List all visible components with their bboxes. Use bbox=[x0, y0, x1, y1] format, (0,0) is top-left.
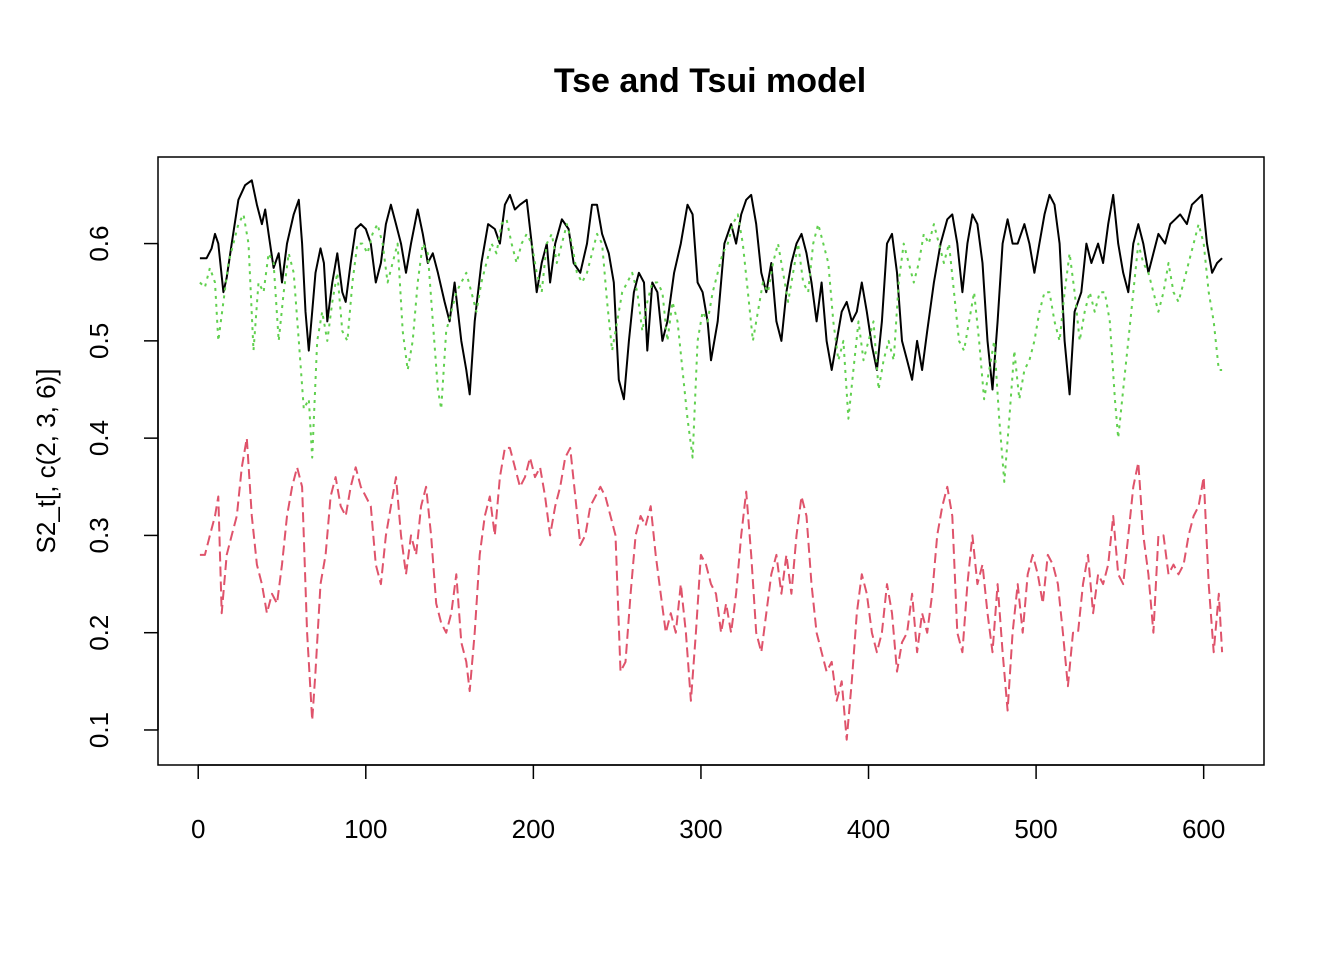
y-tick-label: 0.4 bbox=[84, 420, 114, 456]
y-tick-label: 0.5 bbox=[84, 323, 114, 359]
x-tick-label: 400 bbox=[847, 814, 890, 844]
x-tick-label: 600 bbox=[1182, 814, 1225, 844]
y-tick-label: 0.2 bbox=[84, 615, 114, 651]
series-1-line bbox=[199, 179, 1223, 401]
x-tick-label: 200 bbox=[512, 814, 555, 844]
series-layer bbox=[199, 179, 1224, 741]
x-tick-label: 500 bbox=[1014, 814, 1057, 844]
chart-title: Tse and Tsui model bbox=[554, 62, 866, 100]
y-axis-label: S2_t[, c(2, 3, 6)] bbox=[31, 369, 61, 554]
y-tick-label: 0.1 bbox=[84, 712, 114, 748]
x-tick-label: 0 bbox=[191, 814, 205, 844]
y-tick-label: 0.6 bbox=[84, 226, 114, 262]
x-axis: 0 100 200 300 400 500 600 bbox=[191, 764, 1225, 844]
y-tick-label: 0.3 bbox=[84, 517, 114, 553]
series-3-line bbox=[199, 213, 1223, 483]
plot-frame bbox=[157, 156, 1265, 766]
y-axis: 0.1 0.2 0.3 0.4 0.5 0.6 bbox=[84, 226, 159, 748]
x-tick-label: 300 bbox=[679, 814, 722, 844]
series-2-line bbox=[199, 437, 1224, 741]
x-tick-label: 100 bbox=[344, 814, 387, 844]
